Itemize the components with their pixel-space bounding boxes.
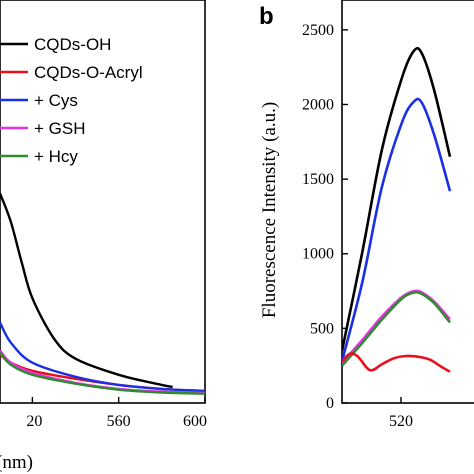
panel-b-y-axis-title: Fluorescence Intensity (a.u.) <box>259 102 280 318</box>
panel-a-series-group <box>0 192 206 395</box>
panel-a-x-ticks: 20 560 600 <box>26 397 207 430</box>
legend-label-cqds-o-acryl: CQDs-O-Acryl <box>34 63 143 82</box>
panel-b-y-tick-label: 0 <box>326 395 334 412</box>
panel-b-series-group <box>342 46 452 373</box>
panel-b-letter: b <box>259 3 274 30</box>
panel-b-y-tick-label: 500 <box>310 320 334 337</box>
panel-b-y-tick-label: 1000 <box>302 246 334 263</box>
legend-item-hcy: + Hcy <box>0 147 78 166</box>
panel-a-x-tick-label: 600 <box>183 413 207 430</box>
legend-label-gsh: + GSH <box>34 119 86 138</box>
panel-b-plot-frame <box>341 0 474 404</box>
legend-item-cys: + Cys <box>0 91 78 110</box>
panel-a-series-cys <box>0 321 206 393</box>
panel-b-series-cqds-o-acryl <box>342 352 451 373</box>
panel-b-x-tick-label: 520 <box>389 413 413 430</box>
panel-b-y-tick-label: 2500 <box>302 22 334 39</box>
legend-label-cqds-oh: CQDs-OH <box>34 35 111 54</box>
legend-label-hcy: + Hcy <box>34 147 78 166</box>
panel-a-plot-frame <box>0 0 206 404</box>
legend-item-cqds-oh: CQDs-OH <box>0 35 111 54</box>
panel-b-y-ticks: 0 500 1000 1500 2000 2500 <box>302 22 348 412</box>
panel-b-series-cqds-oh <box>342 46 452 352</box>
panel-a-series-gsh <box>0 349 206 395</box>
legend-item-gsh: + GSH <box>0 119 86 138</box>
panel-b-chart: b 0 500 1000 1500 2000 2500 520 Fluorescence … <box>259 0 474 430</box>
panel-a-x-axis-title: (nm) <box>0 452 33 473</box>
panel-b-series-cys <box>342 97 452 362</box>
panel-b-y-tick-label: 1500 <box>302 171 334 188</box>
panel-a-x-tick-label: 560 <box>107 413 131 430</box>
legend-item-cqds-o-acryl: CQDs-O-Acryl <box>0 63 143 82</box>
panel-a-series-cqds-oh <box>0 192 173 389</box>
panel-a-chart: CQDs-OH CQDs-O-Acryl + Cys + GSH + Hcy 20 560… <box>0 0 207 473</box>
panel-b-y-tick-label: 2000 <box>302 96 334 113</box>
panel-a-x-tick-label: 20 <box>26 413 42 430</box>
panel-b-x-ticks: 520 <box>389 397 413 430</box>
panel-a-series-hcy <box>0 351 206 395</box>
panel-b-series-hcy <box>342 290 452 367</box>
panel-a-legend: CQDs-OH CQDs-O-Acryl + Cys + GSH + Hcy <box>0 35 143 166</box>
legend-label-cys: + Cys <box>34 91 78 110</box>
